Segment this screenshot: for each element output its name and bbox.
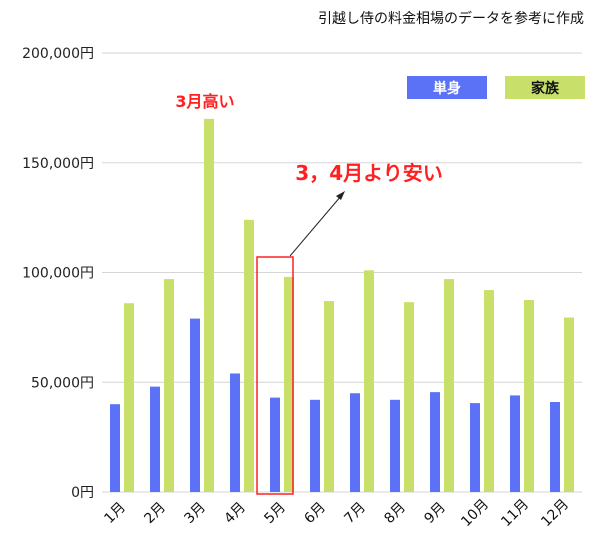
bar-family [204,118,214,492]
grid-lines [102,52,582,493]
x-tick-label: 11月 [498,496,532,530]
y-tick-label: 0円 [71,485,94,501]
x-tick-label: 7月 [341,499,369,527]
x-tick-label: 9月 [421,499,449,527]
annotation-march-high: 3月高い [175,92,234,111]
y-tick-label: 200,000円 [22,46,94,62]
bar-family [404,302,414,492]
y-tick-label: 150,000円 [22,156,94,172]
x-axis-ticks: 1月 2月 3月 4月 5月 6月 7月 8月 9月 10月 11月 12月 [101,496,572,530]
bar-family [164,279,174,492]
x-tick-label: 1月 [101,499,129,527]
highlight-box-may [256,256,294,495]
legend-label-family: 家族 [531,80,560,97]
bar-family [484,290,494,492]
bar-single [430,392,440,492]
y-axis-ticks: 0円 50,000円 100,000円 150,000円 200,000円 [22,46,94,501]
legend-label-single: 単身 [433,80,461,97]
bar-family [284,276,294,492]
bar-family [364,270,374,492]
x-tick-label: 5月 [261,499,289,527]
y-tick-label: 50,000円 [31,375,94,391]
annotation-cheaper-than-march-april: 3，4月より安い [295,161,442,185]
bar-single [270,397,280,492]
bar-single [510,395,520,492]
x-tick-label: 3月 [181,499,209,527]
bar-single [150,386,160,492]
bar-family [324,301,334,492]
x-tick-label: 12月 [538,496,572,530]
x-tick-label: 6月 [301,499,329,527]
bars [110,118,574,492]
x-tick-label: 4月 [221,499,249,527]
x-tick-label: 8月 [381,499,409,527]
y-tick-label: 100,000円 [22,266,94,282]
annotation-arrow-line [289,195,342,257]
bar-single [110,404,120,492]
bar-family [524,299,534,492]
bar-single [230,373,240,492]
annotation-arrow-head [336,191,345,200]
bar-single [550,402,560,492]
legend-swatch-single [407,76,487,99]
bar-single [390,399,400,492]
x-tick-label: 10月 [458,496,492,530]
bar-single [350,393,360,492]
x-tick-label: 2月 [141,499,169,527]
bar-family [444,279,454,492]
bar-family [244,219,254,492]
legend: 単身 家族 [407,76,585,99]
bar-family [564,317,574,492]
bar-single [310,399,320,492]
chart-caption: 引越し侍の料金相場のデータを参考に作成 [318,10,584,27]
legend-swatch-family [505,76,585,99]
bar-family [124,303,134,492]
bar-single [190,318,200,492]
bar-single [470,403,480,492]
